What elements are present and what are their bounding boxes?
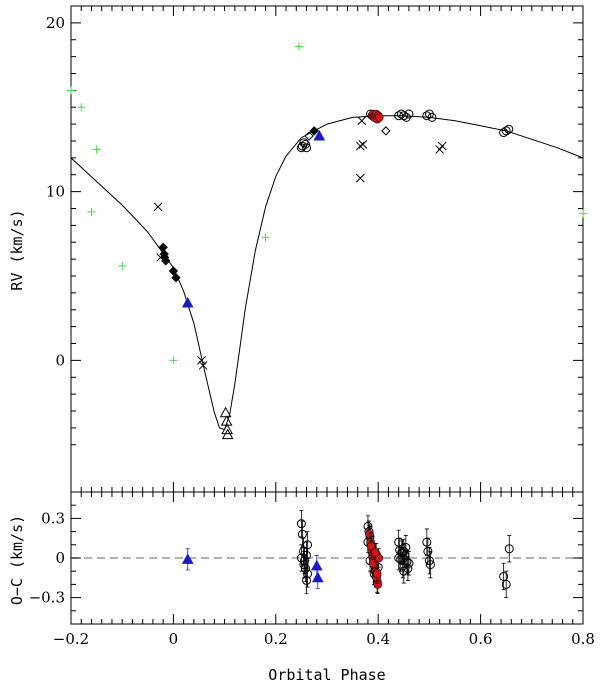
rv-point bbox=[87, 207, 96, 216]
residual-point bbox=[425, 560, 435, 570]
rv-y-axis-label: RV (km/s) bbox=[8, 209, 26, 290]
error-bar bbox=[305, 560, 310, 588]
residual-point bbox=[303, 540, 313, 550]
residual-y-tick-labels: −0.3 0 0.3 bbox=[29, 509, 65, 606]
residual-point bbox=[181, 553, 194, 564]
residual-axis-ticks bbox=[70, 491, 584, 625]
error-bar bbox=[396, 545, 401, 571]
rv-point bbox=[422, 111, 432, 121]
residual-y-axis-label: O−C (km/s) bbox=[8, 515, 26, 605]
rv-point bbox=[221, 428, 234, 440]
error-bar bbox=[428, 551, 433, 579]
residual-panel: −0.3 0 0.3 −0.2 0 0.2 0.4 0.6 0.8 O−C (km/s) Or… bbox=[8, 491, 595, 684]
rv-point bbox=[198, 361, 208, 370]
residual-point bbox=[394, 553, 404, 563]
residual-point bbox=[499, 571, 509, 581]
x-tick-label: 0.6 bbox=[469, 630, 493, 648]
residual-point bbox=[373, 580, 382, 589]
x-tick-label: −0.2 bbox=[53, 630, 89, 648]
rv-point bbox=[169, 356, 178, 365]
residual-y-tick-label: 0.3 bbox=[41, 509, 65, 527]
rv-data-points bbox=[67, 42, 587, 440]
rv-point bbox=[358, 140, 368, 149]
rv-point bbox=[501, 126, 511, 136]
residual-point bbox=[424, 556, 434, 566]
rv-point bbox=[355, 173, 365, 183]
rv-y-tick-label: 0 bbox=[55, 351, 65, 369]
residual-point bbox=[372, 569, 382, 579]
rv-point bbox=[197, 356, 206, 365]
rv-point bbox=[309, 126, 319, 136]
rv-point bbox=[153, 202, 163, 212]
rv-point bbox=[171, 272, 181, 283]
rv-point bbox=[399, 111, 409, 121]
rv-point bbox=[221, 423, 234, 435]
rv-point bbox=[261, 233, 270, 242]
residual-point bbox=[299, 560, 309, 570]
x-tick-labels: −0.2 0 0.2 0.4 0.6 0.8 bbox=[53, 630, 595, 648]
rv-point bbox=[579, 209, 587, 218]
error-bar bbox=[507, 535, 512, 563]
rv-point bbox=[304, 131, 314, 141]
rv-point bbox=[381, 126, 391, 136]
residual-point bbox=[302, 550, 312, 560]
rv-point bbox=[118, 261, 127, 270]
rv-point bbox=[355, 141, 365, 151]
x-tick-label: 0 bbox=[169, 630, 179, 648]
residual-point bbox=[404, 558, 414, 568]
residual-point bbox=[303, 569, 313, 579]
residual-point bbox=[370, 548, 380, 558]
residual-point bbox=[368, 558, 378, 568]
residual-point bbox=[504, 544, 514, 554]
x-tick-label: 0.2 bbox=[264, 630, 288, 648]
rv-panel-frame bbox=[70, 5, 584, 493]
rv-point bbox=[161, 256, 171, 266]
rv-point bbox=[357, 116, 367, 126]
rv-point bbox=[427, 112, 437, 122]
rv-point bbox=[168, 266, 179, 276]
rv-point bbox=[404, 109, 414, 119]
rv-point bbox=[219, 406, 232, 418]
residual-point bbox=[311, 571, 324, 583]
residual-point bbox=[296, 519, 306, 529]
rv-point bbox=[302, 143, 312, 153]
rv-point bbox=[181, 296, 194, 308]
residual-y-tick-label: 0 bbox=[55, 549, 65, 567]
x-axis-label: Orbital Phase bbox=[268, 666, 385, 684]
rv-point bbox=[77, 103, 86, 112]
residual-y-tick-label: −0.3 bbox=[29, 589, 65, 607]
rv-point bbox=[374, 113, 384, 122]
error-bar bbox=[299, 544, 304, 572]
rv-model-curve bbox=[70, 115, 584, 431]
rv-axis-ticks bbox=[70, 6, 584, 492]
rv-point bbox=[294, 42, 303, 51]
rv-point bbox=[504, 124, 514, 134]
residual-point bbox=[296, 553, 306, 563]
x-tick-label: 0.8 bbox=[571, 630, 595, 648]
rv-y-tick-labels: 0 10 20 bbox=[46, 14, 65, 370]
rv-panel: 0 10 20 RV (km/s) bbox=[8, 5, 587, 493]
error-bar bbox=[406, 551, 411, 576]
residual-point bbox=[501, 579, 511, 589]
error-bar bbox=[501, 562, 506, 591]
rv-point bbox=[437, 141, 447, 151]
rv-y-tick-label: 20 bbox=[46, 14, 65, 32]
rv-point bbox=[499, 128, 509, 138]
x-tick-label: 0.4 bbox=[366, 630, 390, 648]
rv-point bbox=[299, 138, 309, 148]
rv-y-tick-label: 10 bbox=[46, 183, 65, 201]
residual-data-points bbox=[181, 510, 514, 598]
rv-point bbox=[67, 86, 75, 95]
residual-point bbox=[402, 557, 412, 567]
rv-point bbox=[92, 145, 101, 154]
error-bar bbox=[504, 570, 509, 598]
residual-point bbox=[403, 564, 413, 574]
residual-point bbox=[310, 559, 323, 571]
residual-point bbox=[302, 575, 312, 585]
rv-point bbox=[313, 129, 326, 141]
